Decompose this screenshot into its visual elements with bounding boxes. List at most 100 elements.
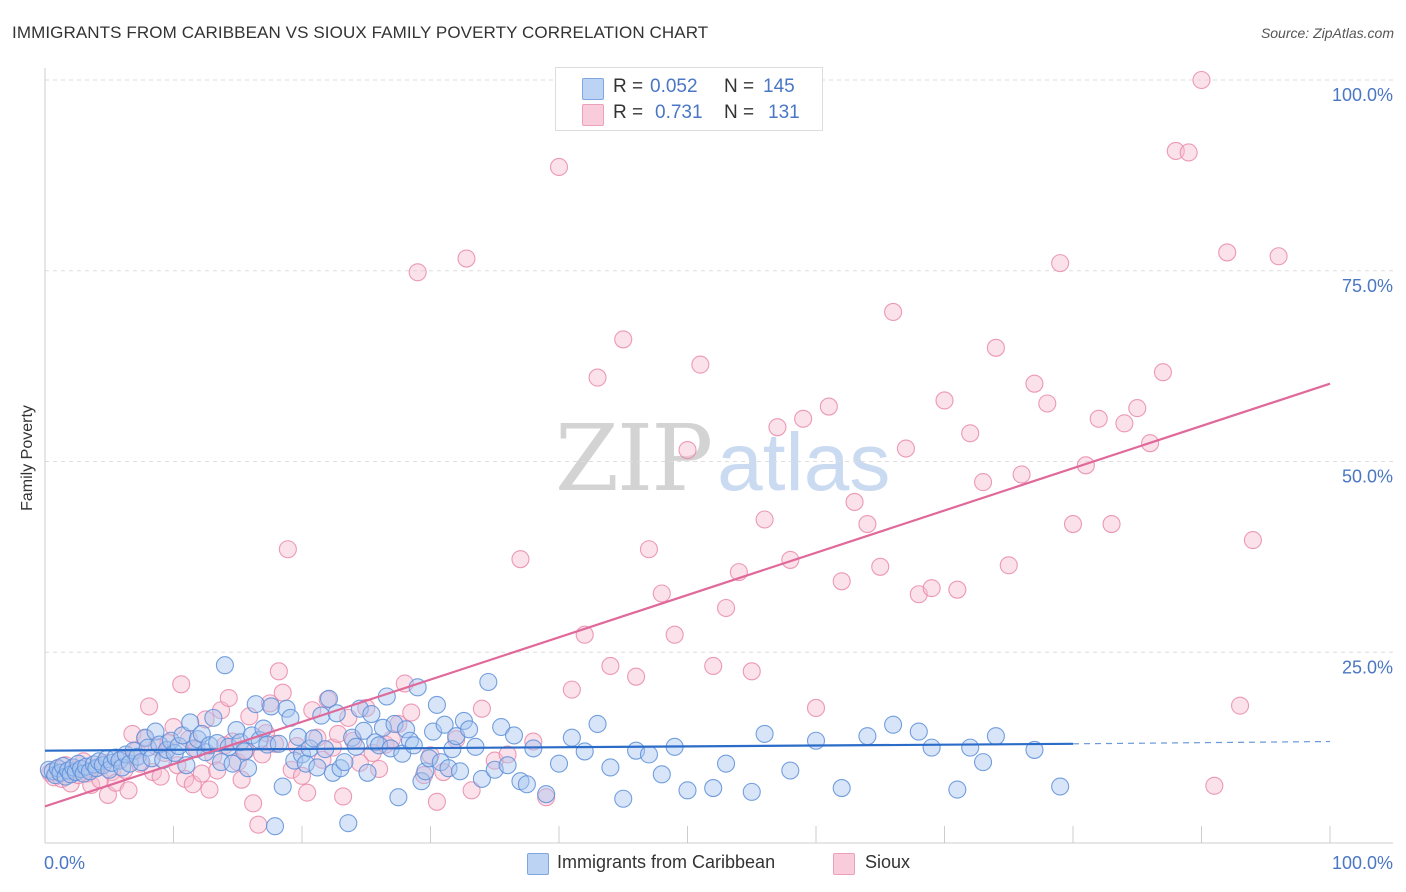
- sioux-point: [961, 424, 980, 443]
- caribbean-point: [755, 724, 774, 743]
- caribbean-point: [277, 699, 296, 718]
- caribbean-point: [781, 761, 800, 780]
- sioux-point: [562, 680, 581, 699]
- caribbean-point: [308, 758, 327, 777]
- sioux-point: [704, 656, 723, 676]
- caribbean-point: [961, 738, 980, 757]
- series-sioux: [41, 70, 1288, 834]
- source-credit: Source: ZipAtlas.com: [1260, 25, 1394, 41]
- y-axis-title: Family Poverty: [19, 405, 36, 511]
- caribbean-point: [472, 769, 491, 788]
- caribbean-point: [412, 772, 431, 791]
- sioux-point: [639, 540, 659, 559]
- sioux-point: [858, 515, 877, 534]
- legend-n-value: 131: [768, 102, 800, 123]
- caribbean-point: [601, 758, 620, 777]
- caribbean-point: [537, 785, 556, 804]
- caribbean-point: [385, 714, 404, 734]
- sioux-point: [806, 698, 826, 717]
- legend-n-value: 145: [763, 76, 795, 97]
- sioux-point: [249, 815, 268, 834]
- caribbean-point: [498, 756, 517, 775]
- caribbean-point: [614, 789, 633, 808]
- sioux-point: [269, 662, 288, 681]
- x-tick-label-min: 0.0%: [44, 853, 85, 873]
- sioux-point: [781, 550, 800, 569]
- caribbean-point: [884, 715, 903, 734]
- sioux-point: [1205, 776, 1224, 795]
- caribbean-point: [986, 727, 1005, 746]
- axes: [44, 68, 1393, 844]
- sioux-point: [140, 697, 159, 716]
- sioux-point: [1243, 531, 1262, 550]
- caribbean-point: [346, 737, 366, 756]
- sioux-point: [159, 733, 178, 753]
- sioux-point: [232, 770, 251, 789]
- legend-swatch-blue: [582, 78, 604, 100]
- caribbean-point: [358, 763, 377, 782]
- y-tick-label-100: 100.0%: [1332, 85, 1393, 105]
- sioux-point: [498, 745, 517, 764]
- sioux-point: [1179, 143, 1198, 162]
- watermark: ZIPatlas: [555, 405, 890, 512]
- caribbean-point: [678, 781, 697, 800]
- sioux-point: [402, 703, 421, 722]
- sioux-point: [948, 580, 967, 599]
- sioux-point: [935, 391, 954, 410]
- sioux-point: [260, 694, 279, 713]
- caribbean-point: [204, 708, 223, 727]
- sioux-point: [601, 656, 620, 676]
- sioux-point: [334, 787, 353, 806]
- sioux-point: [200, 780, 219, 799]
- sioux-point: [1231, 696, 1250, 715]
- sioux-point: [370, 759, 389, 779]
- sioux-point: [318, 690, 337, 709]
- caribbean-point: [273, 777, 292, 796]
- caribbean-point: [973, 753, 993, 772]
- caribbean-point: [181, 713, 200, 732]
- caribbean-point: [138, 738, 157, 757]
- caribbean-point: [339, 814, 358, 833]
- sioux-point: [973, 473, 993, 492]
- caribbean-point: [319, 689, 339, 708]
- legend-swatch-pink: [582, 104, 604, 126]
- caribbean-point: [575, 742, 594, 761]
- legend-swatch-pink: [833, 853, 855, 875]
- caribbean-point: [858, 727, 877, 746]
- sioux-point: [614, 330, 633, 349]
- sioux-point: [716, 598, 736, 618]
- sioux-point: [219, 688, 238, 708]
- tick-labels: 25.0% 50.0% 75.0% 100.0% 0.0% 100.0%: [44, 85, 1393, 873]
- sioux-point: [549, 157, 569, 177]
- caribbean-point: [909, 722, 928, 741]
- caribbean-point: [704, 779, 723, 798]
- sioux-point: [457, 249, 476, 268]
- gridlines: [45, 79, 1393, 653]
- caribbean-point: [439, 759, 458, 778]
- caribbean-point: [296, 754, 315, 773]
- sioux-point: [1102, 515, 1121, 534]
- caribbean-point: [517, 775, 536, 794]
- caribbean-point: [549, 754, 569, 773]
- sioux-point: [691, 355, 710, 374]
- caribbean-point: [304, 729, 323, 748]
- legend-swatch-blue: [527, 853, 549, 875]
- caribbean-point: [435, 715, 454, 734]
- sioux-point: [1128, 399, 1147, 418]
- sioux-point: [986, 338, 1005, 357]
- chart-title: IMMIGRANTS FROM CARIBBEAN VS SIOUX FAMIL…: [12, 23, 709, 42]
- legend-r-label: R =: [613, 76, 644, 97]
- sioux-point: [208, 761, 227, 780]
- caribbean-point: [1025, 740, 1044, 759]
- caribbean-point: [588, 714, 607, 734]
- sioux-point: [922, 579, 941, 598]
- caribbean-point: [504, 726, 524, 745]
- sioux-point: [832, 572, 851, 591]
- caribbean-point: [246, 695, 265, 714]
- sioux-point: [472, 699, 491, 718]
- caribbean-point: [215, 656, 234, 675]
- sioux-point: [192, 764, 211, 783]
- sioux-point: [244, 794, 263, 813]
- sioux-point: [196, 710, 215, 729]
- sioux-point: [794, 409, 813, 428]
